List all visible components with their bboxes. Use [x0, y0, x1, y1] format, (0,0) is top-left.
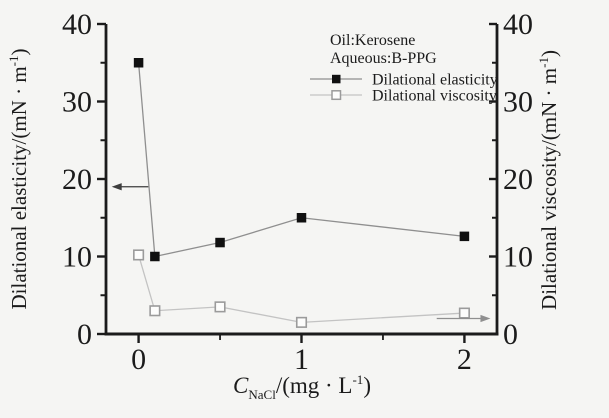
- y-left-tick-label: 40: [62, 8, 92, 41]
- elasticity-point-marker: [150, 251, 160, 262]
- y-left-tick-label: 30: [62, 86, 92, 119]
- x-tick-label: 2: [457, 343, 472, 376]
- legend-marker-open-square: [331, 90, 342, 101]
- viscosity-point-marker: [214, 301, 226, 313]
- elasticity-point-marker: [133, 58, 144, 68]
- y-right-tick-label: 20: [503, 163, 533, 196]
- viscosity-point-marker: [149, 305, 161, 317]
- y-right-tick-label: 10: [503, 241, 533, 274]
- y-left-tick-label: 10: [62, 241, 92, 274]
- legend-label-1: Dilational viscosity: [372, 88, 497, 105]
- elasticity-point-marker: [296, 213, 307, 223]
- left-axis-arrow-head: [111, 183, 122, 191]
- x-axis-title: CNaCl/(mg · L-1): [233, 372, 371, 402]
- legend-label-0: Dilational elasticity: [372, 72, 498, 89]
- annotation-oil-phase: Oil:Kerosene: [330, 32, 415, 49]
- x-tick-label: 0: [131, 343, 146, 376]
- annotation-aqueous-phase: Aqueous:B-PPG: [330, 50, 437, 67]
- y-right-tick-label: 30: [503, 86, 533, 119]
- y-axis-right-title: Dilational viscosity/(mN · m-1): [536, 50, 561, 310]
- series-viscosity-line: [137, 254, 465, 324]
- viscosity-point-marker: [458, 307, 470, 319]
- right-axis-arrow-head: [480, 314, 491, 323]
- viscosity-point-marker: [295, 316, 308, 328]
- y-right-tick-label: 0: [503, 318, 518, 351]
- elasticity-point-marker: [215, 237, 225, 248]
- x-tick-label: 1: [294, 343, 309, 376]
- y-left-tick-label: 0: [77, 318, 92, 351]
- elasticity-point-marker: [459, 231, 470, 242]
- y-right-tick-label: 40: [503, 8, 533, 41]
- y-left-tick-label: 20: [62, 163, 92, 196]
- legend-marker-filled-square: [332, 74, 341, 84]
- viscosity-point-marker: [133, 249, 145, 261]
- y-axis-left-title: Dilational elasticity/(mN · m-1): [6, 48, 31, 309]
